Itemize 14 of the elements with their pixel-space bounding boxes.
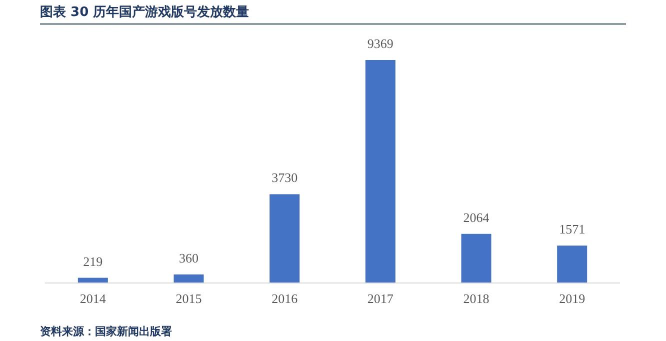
- x-tick-label: 2015: [176, 291, 202, 306]
- data-label: 360: [179, 250, 198, 266]
- data-label: 9369: [367, 36, 394, 51]
- x-tick-label: 2014: [80, 291, 106, 306]
- x-tick-label: 2016: [272, 291, 298, 306]
- text: 资料来源：国家新闻出版署: [40, 325, 172, 338]
- x-tick-label: 2017: [367, 291, 394, 306]
- data-label: 3730: [272, 170, 298, 186]
- data-label: 1571: [559, 222, 586, 237]
- data-label: 2064: [463, 210, 490, 225]
- title: 图表 30 历年国产游戏版号发放数量: [40, 5, 250, 20]
- x-tick-label: 2018: [463, 291, 490, 306]
- x-tick-label: 2019: [559, 291, 586, 306]
- data-label: 219: [83, 254, 103, 269]
